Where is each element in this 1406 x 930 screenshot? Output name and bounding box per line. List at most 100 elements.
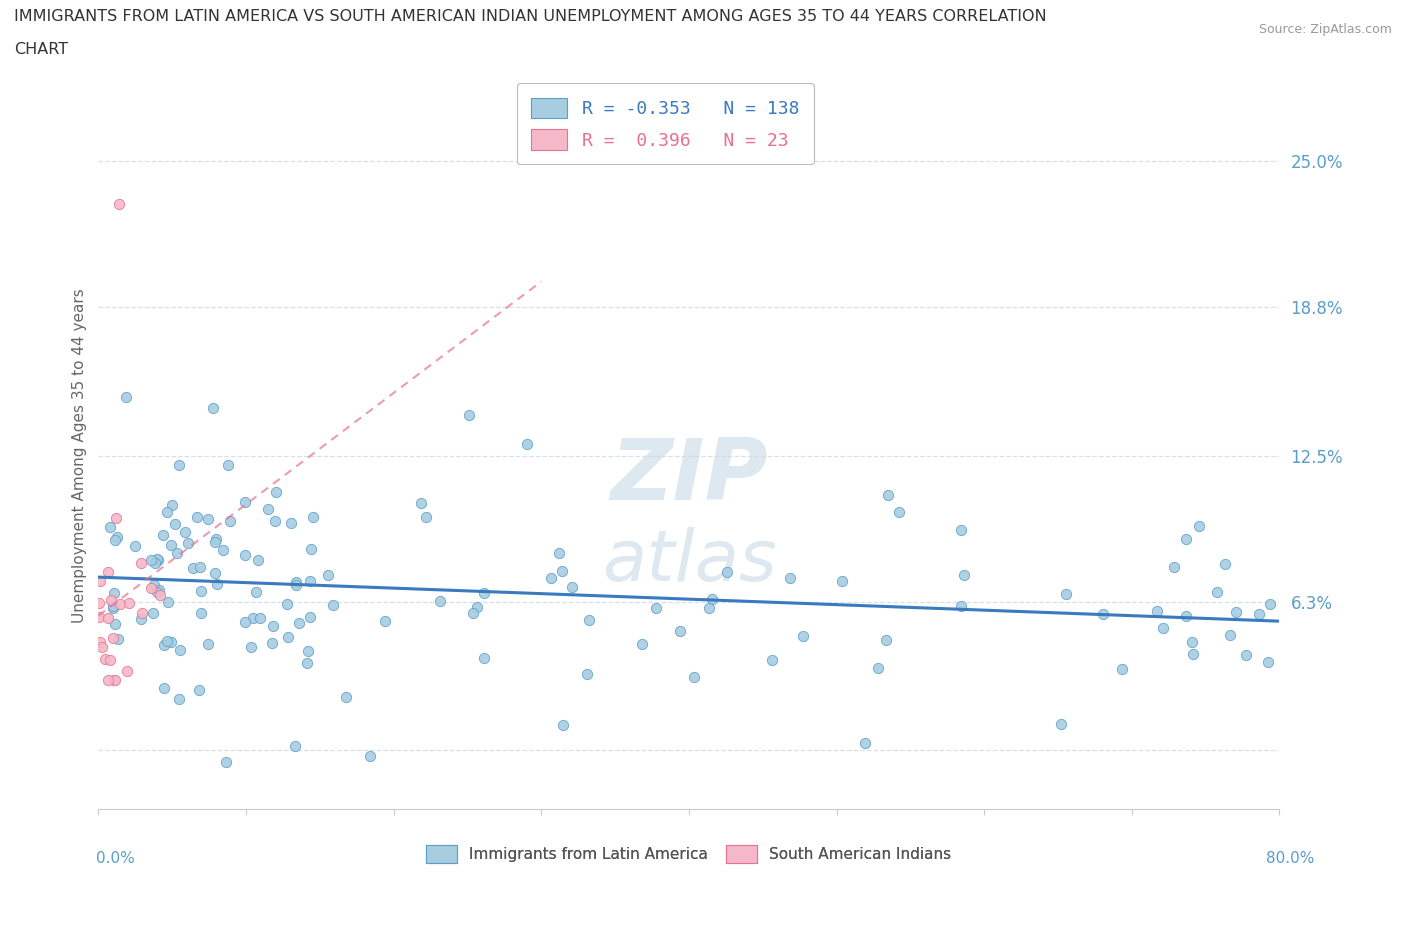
Point [1188,519,1211,534]
Point [247,552,270,567]
Point [266,485,288,499]
Point [1174,608,1197,623]
Point [262,618,284,633]
Point [1146,604,1168,618]
Point [190,605,212,620]
Point [540,571,562,586]
Point [263,513,285,528]
Text: ZIP: ZIP [610,435,768,518]
Point [1175,532,1198,547]
Point [148,582,170,597]
Point [124,538,146,553]
Point [177,536,200,551]
Point [429,593,451,608]
Point [97,672,120,687]
Point [702,591,724,606]
Point [548,546,571,561]
Point [561,580,583,595]
Point [277,630,299,644]
Point [202,401,225,416]
Point [1247,606,1270,621]
Point [697,601,720,616]
Legend: Immigrants from Latin America, South American Indians: Immigrants from Latin America, South Ame… [418,836,960,872]
Point [1111,662,1133,677]
Point [115,390,138,405]
Point [233,495,256,510]
Point [716,565,738,579]
Point [156,594,179,609]
Point [302,510,325,525]
Text: IMMIGRANTS FROM LATIN AMERICA VS SOUTH AMERICAN INDIAN UNEMPLOYMENT AMONG AGES 3: IMMIGRANTS FROM LATIN AMERICA VS SOUTH A… [14,9,1046,24]
Point [875,632,897,647]
Point [1163,559,1185,574]
Text: 80.0%: 80.0% [1267,851,1315,866]
Point [204,565,226,580]
Point [96,565,118,579]
Point [188,560,211,575]
Point [249,610,271,625]
Point [472,651,495,666]
Point [145,551,167,566]
Point [245,585,267,600]
Point [374,613,396,628]
Point [1182,646,1205,661]
Point [160,538,183,552]
Point [233,615,256,630]
Point [156,633,179,648]
Point [190,583,212,598]
Point [260,635,283,650]
Point [207,577,229,591]
Point [98,520,121,535]
Point [212,542,235,557]
Point [129,556,152,571]
Point [877,487,900,502]
Point [1219,628,1241,643]
Text: Source: ZipAtlas.com: Source: ZipAtlas.com [1258,23,1392,36]
Point [197,512,219,526]
Point [159,634,181,649]
Point [131,605,153,620]
Point [1257,655,1279,670]
Point [276,596,298,611]
Point [299,541,322,556]
Point [1054,587,1077,602]
Point [188,683,211,698]
Point [299,610,322,625]
Point [163,516,186,531]
Point [103,601,125,616]
Point [160,498,183,512]
Point [101,598,124,613]
Point [217,458,239,472]
Point [156,505,179,520]
Point [118,596,141,611]
Point [110,596,132,611]
Point [149,587,172,602]
Point [257,501,280,516]
Point [949,523,972,538]
Point [952,568,974,583]
Point [1206,585,1229,600]
Point [1260,597,1282,612]
Point [215,754,238,769]
Point [104,672,127,687]
Point [761,653,783,668]
Point [104,617,127,631]
Point [166,546,188,561]
Point [107,631,129,646]
Point [142,606,165,621]
Point [117,663,139,678]
Point [889,505,911,520]
Point [219,513,242,528]
Text: CHART: CHART [14,42,67,57]
Text: atlas: atlas [602,527,776,596]
Point [89,595,111,610]
Point [89,574,111,589]
Point [239,640,262,655]
Point [146,552,169,567]
Point [853,736,876,751]
Point [297,644,319,658]
Point [167,458,190,472]
Point [465,600,488,615]
Point [204,535,226,550]
Point [181,561,204,576]
